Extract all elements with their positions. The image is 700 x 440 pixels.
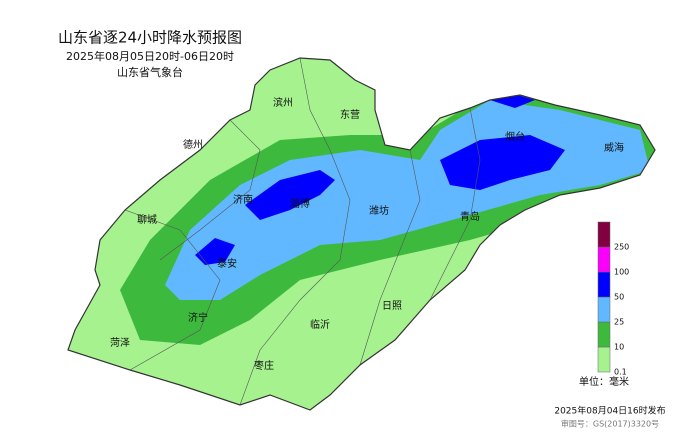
- boundary: [359, 149, 421, 366]
- legend-tick-label: 10: [614, 343, 624, 352]
- legend-tick-label: 0.1: [614, 368, 627, 377]
- subtitle: 2025年08月05日20时-06日20时: [66, 49, 234, 63]
- city-label: 济南: [233, 193, 253, 206]
- city-label: 东营: [340, 108, 360, 121]
- storm-area: [195, 238, 235, 265]
- city-label: 滨州: [273, 96, 293, 109]
- county-lines: [124, 58, 481, 406]
- legend-tick-label: 250: [614, 243, 629, 252]
- city-label: 枣庄: [254, 359, 274, 372]
- city-label: 德州: [183, 138, 203, 151]
- legend-swatch: [597, 271, 611, 298]
- boundary: [159, 119, 261, 261]
- legend-swatch: [597, 296, 611, 323]
- storm-area: [245, 170, 335, 220]
- legend-tick-label: 25: [614, 318, 624, 327]
- boundary: [239, 58, 351, 406]
- agency: 山东省气象台: [117, 65, 183, 79]
- city-label: 日照: [382, 300, 402, 312]
- city-label: 临沂: [310, 318, 330, 331]
- band-storm: [195, 93, 565, 265]
- title: 山东省逐24小时降水预报图: [58, 29, 242, 47]
- review-number: 审图号：GS(2017)3320号: [561, 419, 659, 429]
- boundary: [124, 209, 221, 371]
- legend-swatch: [597, 221, 611, 248]
- city-label: 菏泽: [110, 337, 130, 349]
- city-label: 泰安: [217, 257, 237, 270]
- legend-tick-label: 100: [614, 268, 629, 277]
- legend-swatch: [597, 246, 611, 273]
- city-label: 青岛: [460, 210, 480, 223]
- city-label: 烟台: [505, 130, 525, 143]
- legend-swatch: [597, 321, 611, 348]
- legend-tick-label: 50: [614, 293, 624, 302]
- city-label: 聊城: [137, 213, 157, 226]
- boundary: [429, 107, 481, 301]
- city-label: 济宁: [188, 311, 208, 324]
- city-label: 潍坊: [369, 204, 389, 217]
- storm-area: [440, 135, 565, 190]
- city-label: 淄博: [290, 197, 310, 210]
- city-label: 威海: [604, 141, 624, 154]
- legend-unit: 单位：毫米: [579, 375, 629, 388]
- legend-swatch: [597, 346, 611, 373]
- issued: 2025年08月04日16时发布: [554, 405, 665, 417]
